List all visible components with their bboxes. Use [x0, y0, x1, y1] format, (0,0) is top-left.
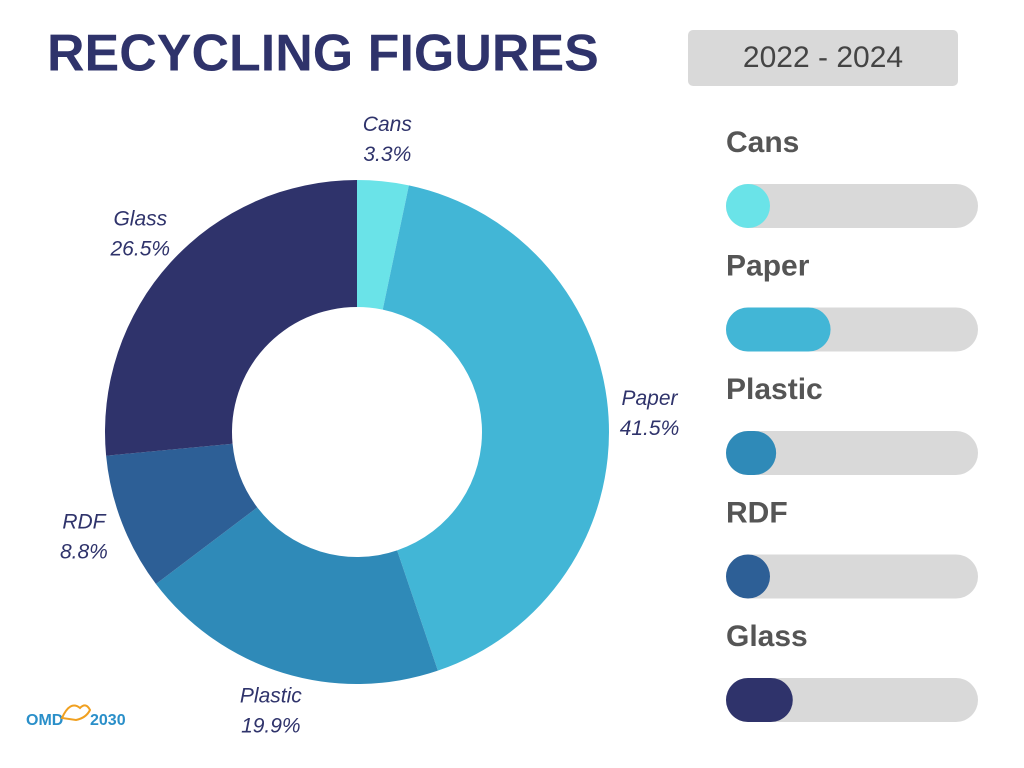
progress-fill	[726, 307, 831, 352]
legend-label: Plastic	[726, 373, 823, 406]
segment-value: 41.5%	[620, 417, 680, 440]
progress-fill	[726, 554, 770, 599]
chart-title: RECYCLING FIGURES	[47, 25, 599, 83]
logo: OMD 2030	[26, 704, 126, 729]
segment-label: Glass	[113, 207, 167, 230]
legend-label: Glass	[726, 620, 808, 653]
legend-label: RDF	[726, 496, 788, 529]
segment-value: 3.3%	[363, 143, 411, 166]
progress-track	[726, 184, 978, 228]
segment-label: Plastic	[240, 685, 302, 708]
donut-segment	[155, 507, 438, 684]
progress-fill	[726, 184, 770, 228]
donut-segment	[382, 185, 610, 671]
logo-text: OMD	[26, 712, 63, 729]
date-range: 2022 - 2024	[743, 41, 903, 74]
logo-icon	[60, 704, 92, 722]
segment-label: Cans	[363, 113, 413, 136]
legend-label: Paper	[726, 249, 810, 282]
progress-track	[726, 431, 978, 475]
donut-segment	[104, 179, 357, 456]
progress-fill	[726, 431, 777, 475]
progress-track	[726, 554, 978, 599]
segment-label: Paper	[621, 387, 678, 410]
progress-fill	[726, 678, 793, 722]
date-badge	[688, 30, 958, 86]
donut-segment	[106, 443, 258, 584]
segment-label: RDF	[62, 511, 106, 534]
donut-segment	[357, 180, 409, 310]
segment-value: 26.5%	[110, 237, 171, 260]
legend-label: Cans	[726, 126, 799, 159]
segment-value: 19.9%	[241, 715, 301, 738]
logo-text: 2030	[90, 712, 126, 729]
segment-value: 8.8%	[60, 541, 108, 564]
